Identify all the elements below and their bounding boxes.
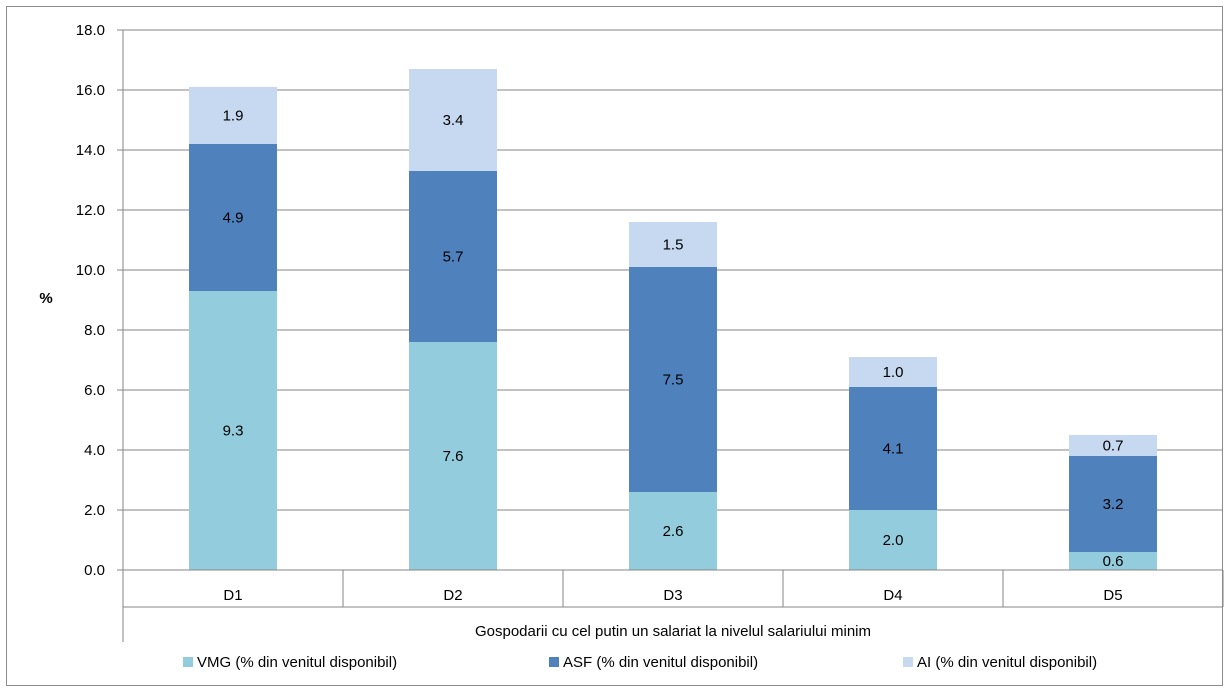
legend-label: ASF (% din venitul disponibil) <box>563 654 758 671</box>
legend: VMG (% din venitul disponibil) ASF (% din… <box>183 654 1097 671</box>
bar-segment <box>1069 552 1157 570</box>
bar-segment <box>1069 456 1157 552</box>
bar-segment <box>629 222 717 267</box>
axes <box>122 30 1224 642</box>
data-label: 3.4 <box>443 112 464 129</box>
x-tick-label: D4 <box>883 587 902 604</box>
data-label: 2.0 <box>883 532 904 549</box>
bar-segment <box>1069 435 1157 456</box>
y-tick-label: 14.0 <box>76 142 105 159</box>
bar-segment <box>849 387 937 510</box>
legend-item: ASF (% din venitul disponibil) <box>549 654 758 671</box>
legend-label: AI (% din venitul disponibil) <box>917 654 1097 671</box>
y-tick-label: 4.0 <box>84 442 105 459</box>
legend-item: AI (% din venitul disponibil) <box>903 654 1097 671</box>
bar-segment <box>409 69 497 171</box>
x-tick-label: D3 <box>663 587 682 604</box>
data-label: 3.2 <box>1103 496 1124 513</box>
bar-segment <box>409 171 497 342</box>
y-tick-label: 10.0 <box>76 262 105 279</box>
data-label: 7.5 <box>663 372 684 389</box>
y-axis-label: % <box>39 290 52 307</box>
data-label: 7.6 <box>443 448 464 465</box>
legend-swatch <box>183 657 193 667</box>
x-axis-label: Gospodarii cu cel putin un salariat la n… <box>475 623 871 640</box>
legend-swatch <box>903 657 913 667</box>
tick-labels: 0.0 2.0 4.0 6.0 8.0 10.0 12.0 14.0 16.0 18.0 D1 D2 D… <box>76 22 1123 604</box>
x-tick-label: D1 <box>223 587 242 604</box>
legend-swatch <box>549 657 559 667</box>
data-label: 1.0 <box>883 364 904 381</box>
bar-segment <box>189 87 277 144</box>
bar-segment <box>189 291 277 570</box>
y-tick-label: 12.0 <box>76 202 105 219</box>
y-tick-label: 6.0 <box>84 382 105 399</box>
data-label: 0.7 <box>1103 438 1124 455</box>
data-label: 1.9 <box>223 108 244 125</box>
y-tick-label: 8.0 <box>84 322 105 339</box>
data-label: 5.7 <box>443 249 464 266</box>
legend-item: VMG (% din venitul disponibil) <box>183 654 397 671</box>
bar-segment <box>629 492 717 570</box>
bars: 9.3 4.9 1.9 7.6 5.7 3.4 2.6 7.5 1.5 2.0 4.1 1.0 0.6 3… <box>189 69 1157 570</box>
bar-segment <box>629 267 717 492</box>
y-tick-label: 18.0 <box>76 22 105 39</box>
legend-label: VMG (% din venitul disponibil) <box>197 654 397 671</box>
y-tick-label: 0.0 <box>84 562 105 579</box>
y-tick-label: 16.0 <box>76 82 105 99</box>
data-label: 4.1 <box>883 441 904 458</box>
y-tick-label: 2.0 <box>84 502 105 519</box>
bar-segment <box>849 510 937 570</box>
x-tick-label: D5 <box>1103 587 1122 604</box>
bar-segment <box>409 342 497 570</box>
data-label: 2.6 <box>663 523 684 540</box>
x-tick-label: D2 <box>443 587 462 604</box>
data-label: 0.6 <box>1103 553 1124 570</box>
data-label: 4.9 <box>223 210 244 227</box>
bar-segment <box>849 357 937 387</box>
data-label: 9.3 <box>223 423 244 440</box>
data-label: 1.5 <box>663 237 684 254</box>
bar-segment <box>189 144 277 291</box>
